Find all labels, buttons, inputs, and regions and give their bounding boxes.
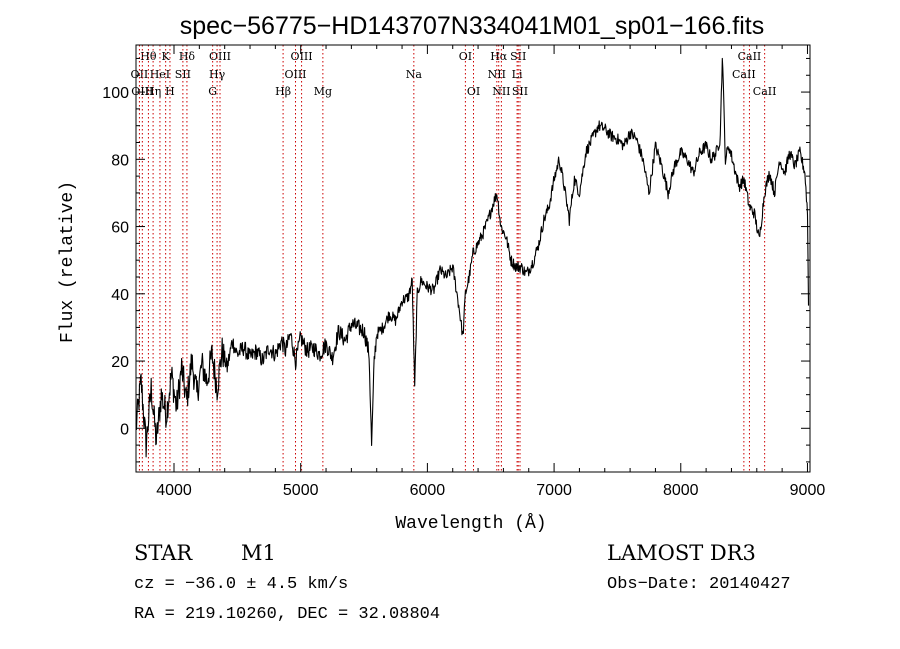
line-marker-label: CaII	[738, 50, 762, 63]
line-marker-label: OI	[467, 85, 480, 98]
x-tick-label: 5000	[283, 482, 319, 499]
line-marker-label: K	[162, 50, 171, 63]
line-marker-label: OIII	[284, 68, 306, 81]
plot-frame	[135, 44, 811, 473]
line-marker-label: H	[165, 85, 175, 98]
y-axis-label: Flux (relative)	[58, 181, 78, 343]
line-marker-label: OIII	[131, 85, 153, 98]
axes: 4000 5000 6000 7000 8000 9000 0 20 40 60 80 100	[102, 45, 825, 499]
object-class: STAR	[134, 541, 193, 565]
y-tick-label: 40	[111, 287, 129, 304]
x-tick-label: 8000	[663, 482, 699, 499]
y-tick-label: 20	[111, 354, 129, 371]
line-marker-label: OI	[459, 50, 472, 63]
line-marker-label: G	[208, 85, 217, 98]
line-marker-label: OII	[131, 68, 149, 81]
line-marker-label: HeI	[150, 68, 170, 81]
y-tick-label: 80	[111, 152, 129, 169]
y-tick-label: 60	[111, 220, 129, 237]
spectrum-line	[135, 57, 810, 458]
line-marker-label: OIII	[291, 50, 313, 63]
line-marker-label: SII	[175, 68, 191, 81]
line-marker-label: Hγ	[209, 68, 226, 81]
line-marker-label: Hα	[490, 50, 508, 63]
line-marker-label: SII	[512, 85, 528, 98]
redshift-cz: cz = −36.0 ± 4.5 km/s	[134, 575, 349, 594]
line-marker-label: Li	[512, 68, 523, 81]
line-marker-label: Hη	[145, 85, 161, 98]
chart-title: spec−56775−HD143707N334041M01_sp01−166.f…	[180, 12, 765, 40]
x-axis-label: Wavelength (Å)	[395, 513, 546, 534]
subclass: M1	[241, 541, 276, 565]
x-tick-label: 4000	[156, 482, 192, 499]
obs-date: Obs−Date: 20140427	[607, 575, 791, 594]
line-marker-label: Hδ	[179, 50, 196, 63]
survey-name: LAMOST DR3	[607, 541, 756, 565]
x-tick-label: 6000	[410, 482, 446, 499]
line-marker-label: NII	[492, 85, 510, 98]
line-marker-label: Hβ	[275, 85, 291, 98]
line-marker-label: NII	[488, 68, 506, 81]
line-marker-label: SII	[510, 50, 526, 63]
coordinates: RA = 219.10260, DEC = 32.08804	[134, 605, 441, 624]
line-marker-label: OIII	[209, 50, 231, 63]
x-tick-label: 7000	[536, 482, 572, 499]
line-marker-label: Mg	[314, 85, 332, 98]
line-marker-label: Na	[406, 68, 423, 81]
x-tick-label: 9000	[790, 482, 826, 499]
y-tick-label: 100	[102, 85, 129, 102]
y-tick-label: 0	[120, 421, 129, 438]
line-marker-label: CaII	[732, 68, 756, 81]
line-marker-label: CaII	[753, 85, 777, 98]
